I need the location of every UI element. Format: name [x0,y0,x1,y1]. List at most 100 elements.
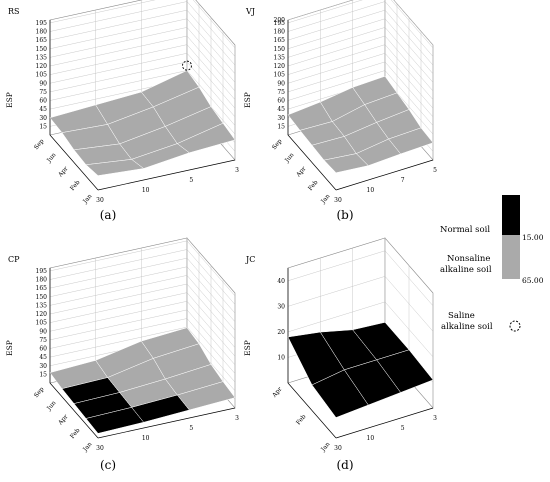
depth-axis-line [335,407,434,439]
depth-tick-label: 30 [334,445,342,452]
z-axis-label: ESP [5,92,14,108]
depth-tick-label: 5 [401,425,405,432]
surface-cell [176,122,236,154]
z-tick-label: 105 [36,72,48,79]
z-tick-label: 60 [39,346,47,353]
z-tick-label: 75 [39,89,47,96]
legend-tick-15: 15.00 [522,233,544,242]
time-tick-label: Sep [33,386,46,399]
depth-tick-label: 7 [401,177,405,184]
time-tick-label: Jun [283,151,296,164]
time-axis-line [49,382,99,439]
time-tick-label: Sep [33,138,46,151]
z-tick-label: 30 [277,303,285,310]
time-tick-label: Jan [81,193,93,206]
depth-tick-label: 3 [235,415,239,422]
time-axis-line [49,134,99,191]
z-tick-label: 75 [277,89,285,96]
z-tick-label: 90 [277,80,285,87]
time-axis-line [287,134,337,191]
legend-label-normal: Normal soil [440,225,490,235]
z-tick-label: 195 [274,20,286,27]
legend-label-nonsaline-2: alkaline soil [440,265,492,275]
time-tick-label: Jan [319,441,331,454]
chart-panel-cp: 153045607590105120135150165180195SepJunA… [5,237,239,454]
z-tick-label: 200 [274,17,286,24]
z-tick-label: 195 [36,268,48,275]
depth-tick-label: 5 [189,425,193,432]
time-tick-label: Feb [295,413,308,426]
z-tick-label: 180 [36,277,48,284]
time-tick-label: Jun [45,151,58,164]
saline-marker [182,60,192,71]
z-tick-label: 120 [36,63,48,70]
caption-b: (b) [336,208,353,222]
depth-tick-label: 10 [142,187,150,194]
time-tick-label: Sep [271,138,284,151]
time-tick-label: Feb [69,179,82,192]
chart-panel-rs: 153045607590105120135150165180195SepJunA… [5,0,239,206]
depth-axis-line [97,159,236,191]
depth-tick-label: 30 [96,197,104,204]
z-tick-label: 15 [277,123,285,130]
surface-cell [176,381,236,411]
legend-swatch-normal [502,195,520,235]
z-tick-label: 150 [274,46,286,53]
z-tick-label: 30 [39,115,47,122]
z-tick-label: 15 [39,371,47,378]
z-tick-label: 195 [36,20,48,27]
caption-c: (c) [100,458,116,472]
depth-axis-line [97,407,236,439]
caption-a: (a) [100,208,117,222]
legend-label-saline-1: Saline [448,311,475,321]
legend-tick-65: 65.00 [522,276,544,285]
z-tick-label: 105 [36,320,48,327]
panels: 153045607590105120135150165180195SepJunA… [5,0,437,454]
depth-tick-label: 5 [189,177,193,184]
depth-tick-label: 30 [334,197,342,204]
depth-tick-label: 10 [367,435,375,442]
z-tick-label: 105 [274,72,286,79]
time-tick-label: Feb [69,427,82,440]
z-tick-label: 165 [36,285,48,292]
legend-saline-marker-icon [509,320,521,332]
z-tick-label: 20 [277,329,285,336]
time-tick-label: Jan [81,441,93,454]
z-tick-label: 180 [274,29,286,36]
time-tick-label: Jan [319,193,331,206]
depth-tick-label: 10 [142,435,150,442]
z-tick-label: 10 [277,354,285,361]
time-tick-label: Apr [56,165,69,179]
z-tick-label: 120 [274,63,286,70]
surface-cell [388,127,434,155]
z-tick-label: 180 [36,29,48,36]
legend-label-nonsaline-1: Nonsaline [447,254,490,264]
z-tick-label: 45 [39,354,47,361]
panel-title: VJ [245,7,255,16]
z-tick-label: 135 [36,54,48,61]
legend-swatch-nonsaline [502,235,520,279]
z-tick-label: 165 [274,37,286,44]
z-tick-label: 135 [36,302,48,309]
z-tick-label: 90 [39,80,47,87]
z-tick-label: 30 [39,363,47,370]
legend: Normal soil 15.00 Nonsaline alkaline soi… [440,195,544,332]
z-tick-label: 135 [274,54,286,61]
z-axis-label: ESP [5,340,14,356]
depth-tick-label: 30 [96,445,104,452]
z-tick-label: 30 [277,115,285,122]
legend-label-saline-2: alkaline soil [441,322,493,332]
caption-d: (d) [336,458,353,472]
panel-title: RS [8,7,20,16]
z-tick-label: 45 [39,106,47,113]
z-tick-label: 150 [36,294,48,301]
chart-panel-vj: 153045607590105120135150165180195200SepJ… [243,0,437,206]
depth-axis-line [335,159,434,191]
z-tick-label: 165 [36,37,48,44]
time-axis-line [287,382,337,439]
z-tick-label: 75 [39,337,47,344]
z-tick-label: 150 [36,46,48,53]
z-tick-label: 60 [277,98,285,105]
z-axis-label: ESP [243,92,252,108]
